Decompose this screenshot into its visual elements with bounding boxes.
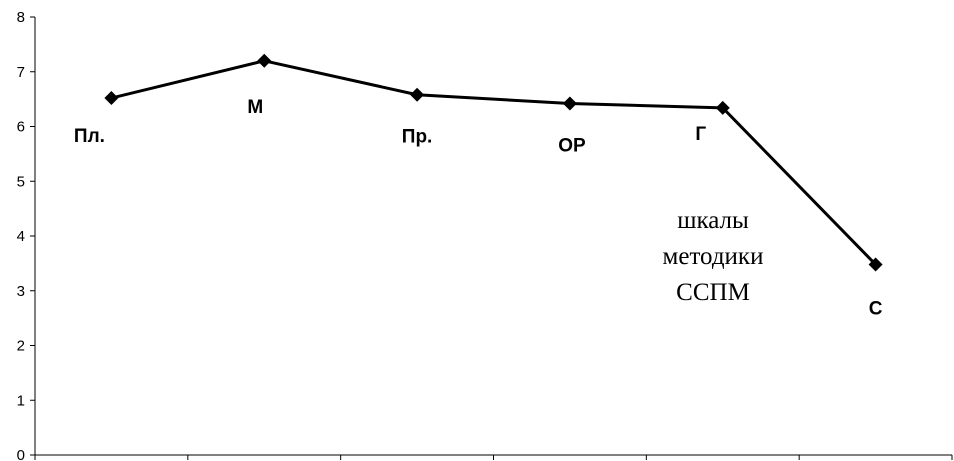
- data-point-marker: [715, 100, 730, 115]
- category-label: ОР: [558, 136, 586, 157]
- data-point-marker: [410, 87, 425, 102]
- y-tick-label: 5: [17, 173, 25, 190]
- series-line: [111, 59, 877, 266]
- annotation-line: ССПМ: [676, 279, 750, 306]
- y-tick-label: 6: [17, 119, 25, 136]
- category-label: Пр.: [402, 127, 433, 148]
- y-tick-label: 2: [17, 338, 25, 355]
- y-axis: 0 1 2 3 4 5 6 7 8: [17, 9, 36, 461]
- category-label: С: [869, 298, 883, 319]
- annotation-line: шкалы: [677, 207, 749, 234]
- category-label: М: [247, 97, 263, 118]
- data-point-marker: [562, 96, 577, 111]
- category-label: Пл.: [74, 126, 105, 147]
- data-point-marker: [104, 91, 119, 106]
- y-tick-label: 4: [17, 228, 25, 245]
- series-line-group: [104, 53, 883, 272]
- y-tick-label: 7: [17, 64, 25, 81]
- annotation-line: методики: [663, 243, 764, 270]
- data-point-marker: [868, 257, 883, 272]
- y-tick-label: 8: [17, 9, 25, 26]
- category-label: Г: [695, 124, 706, 145]
- x-axis: [34, 454, 953, 460]
- point-labels: Пл. М Пр. ОР Г С: [74, 97, 883, 320]
- data-point-marker: [257, 53, 272, 68]
- annotation-text: шкалы методики ССПМ: [663, 207, 764, 306]
- y-tick-label: 1: [17, 392, 25, 409]
- y-tick-label: 3: [17, 283, 25, 300]
- y-tick-label: 0: [17, 447, 25, 461]
